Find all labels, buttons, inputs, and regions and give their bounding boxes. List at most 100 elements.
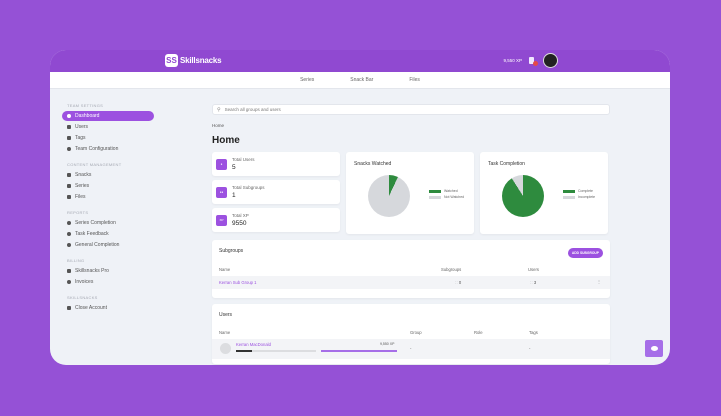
chart-title: Snacks Watched (354, 161, 392, 167)
nav-files[interactable]: Files (409, 77, 420, 83)
chart-legend: Complete Incomplete (563, 189, 595, 201)
stat-total-users: ● Total Users 5 (212, 152, 340, 176)
sidebar-item-dashboard[interactable]: Dashboard (62, 111, 154, 121)
sidebar-section-title: Team Settings (67, 103, 104, 108)
panel-title: Subgroups (219, 248, 244, 254)
logo-mark-icon: SS (165, 54, 178, 67)
tag-icon (67, 136, 71, 140)
sidebar-item-skillsnacks-pro[interactable]: Skillsnacks Pro (62, 266, 154, 276)
user-xp: 9,550 XP (380, 342, 395, 346)
sidebar-item-label: Snacks (75, 172, 92, 178)
subgroups-count: ∷ 0 (455, 280, 462, 285)
column-header[interactable]: Name (219, 330, 231, 335)
chart-icon (67, 221, 71, 225)
users-icon (67, 125, 71, 129)
sidebar-item-label: Skillsnacks Pro (75, 268, 109, 274)
subgroup-name-link[interactable]: Kerran Sub Group 1 (219, 280, 257, 285)
sidebar-item-series-completion[interactable]: Series Completion (62, 218, 154, 228)
stat-label: Total XP (232, 213, 249, 218)
page-title: Home (212, 135, 240, 146)
legend-label: Incomplete (578, 195, 596, 199)
subgroups-panel: Subgroups ADD SUBGROUP Name Subgroups Us… (212, 240, 610, 298)
top-bar: SS Skillsnacks 9,550 XP (50, 50, 670, 72)
sidebar-item-close-account[interactable]: Close Account (62, 303, 154, 313)
users-panel: Users Name Group Role Tags Kerran MacDon… (212, 304, 610, 364)
column-header[interactable]: Users (528, 267, 539, 272)
sidebar-item-label: Task Feedback (75, 231, 109, 237)
sidebar-item-label: Close Account (75, 305, 107, 311)
search-placeholder: Search all groups and users (224, 107, 281, 112)
add-subgroup-button[interactable]: ADD SUBGROUP (567, 248, 603, 258)
search-input[interactable]: ⚲ Search all groups and users (212, 104, 610, 115)
chart-icon (67, 243, 71, 247)
legend-label: Complete (578, 189, 593, 193)
xp-icon: XP (216, 214, 227, 226)
task-completion-chart: Task Completion Complete Incomplete (480, 152, 608, 234)
column-header[interactable]: Group (410, 330, 422, 335)
nav-series[interactable]: Series (300, 77, 315, 83)
panel-title: Users (219, 312, 233, 318)
avatar (220, 343, 231, 354)
sidebar-item-label: Users (75, 124, 89, 130)
chat-icon (650, 346, 658, 351)
sidebar-item-label: Dashboard (75, 113, 100, 119)
snacks-progress (236, 350, 316, 352)
search-icon: ⚲ (217, 106, 221, 113)
stat-value: 5 (232, 164, 236, 171)
stat-label: Total Subgroups (232, 185, 265, 190)
sidebar-item-invoices[interactable]: Invoices (62, 277, 154, 287)
user-tags: - (529, 346, 531, 351)
sidebar-item-tags[interactable]: Tags (62, 133, 154, 143)
sidebar-item-label: Files (75, 194, 86, 200)
nav-snack-bar[interactable]: Snack Bar (350, 77, 374, 83)
table-row[interactable] (212, 339, 610, 359)
sidebar-section-title: Billing (67, 258, 85, 263)
more-options-icon[interactable]: ⋮ (597, 279, 602, 284)
chart-icon (67, 232, 71, 236)
chat-button[interactable] (645, 340, 663, 357)
users-count: ∷ 3 (530, 280, 537, 285)
user-icon: ● (216, 158, 227, 170)
main-content: ⚲ Search all groups and users Home Home … (212, 104, 610, 364)
sidebar-item-files[interactable]: Files (62, 192, 154, 202)
table-row[interactable] (212, 276, 610, 289)
column-header[interactable]: Name (219, 267, 231, 272)
sidebar: Team Settings Dashboard Users Tags Team … (62, 103, 154, 314)
play-icon (67, 173, 71, 177)
user-name-link[interactable]: Kerran MacDonald (236, 342, 271, 347)
notifications-button[interactable] (529, 56, 538, 66)
sidebar-item-label: Invoices (75, 279, 94, 285)
chart-title: Task Completion (488, 161, 525, 167)
sidebar-item-label: Series Completion (75, 220, 116, 226)
breadcrumb[interactable]: Home (212, 123, 225, 128)
column-header[interactable]: Tags (529, 330, 538, 335)
sidebar-item-label: Team Configuration (75, 146, 119, 152)
sidebar-item-label: Series (75, 183, 90, 189)
chart-legend: Watched Not Watched (429, 189, 464, 201)
sidebar-item-team-configuration[interactable]: Team Configuration (62, 144, 154, 154)
brand-name: Skillsnacks (180, 56, 222, 65)
stat-label: Total Users (232, 157, 255, 162)
sidebar-item-users[interactable]: Users (62, 122, 154, 132)
sidebar-item-task-feedback[interactable]: Task Feedback (62, 229, 154, 239)
close-icon (67, 306, 71, 310)
sidebar-item-series[interactable]: Series (62, 181, 154, 191)
user-avatar[interactable] (543, 53, 558, 68)
sidebar-item-snacks[interactable]: Snacks (62, 170, 154, 180)
sidebar-item-general-completion[interactable]: General Completion (62, 240, 154, 250)
stat-value: 9550 (232, 220, 247, 227)
legend-label: Watched (444, 189, 458, 193)
sidebar-item-label: Tags (75, 135, 86, 141)
pie-chart (502, 175, 544, 217)
sidebar-section-title: Reports (67, 210, 89, 215)
logo[interactable]: SS Skillsnacks (165, 54, 222, 67)
column-header[interactable]: Role (474, 330, 483, 335)
notification-badge (533, 60, 538, 66)
pie-chart (368, 175, 410, 217)
rocket-icon (67, 269, 71, 273)
sidebar-section-title: Content Management (67, 162, 122, 167)
main-nav: Series Snack Bar Files (50, 72, 670, 89)
column-header[interactable]: Subgroups (441, 267, 462, 272)
stat-total-subgroups: ●● Total Subgroups 1 (212, 180, 340, 204)
xp-progress (321, 350, 397, 352)
